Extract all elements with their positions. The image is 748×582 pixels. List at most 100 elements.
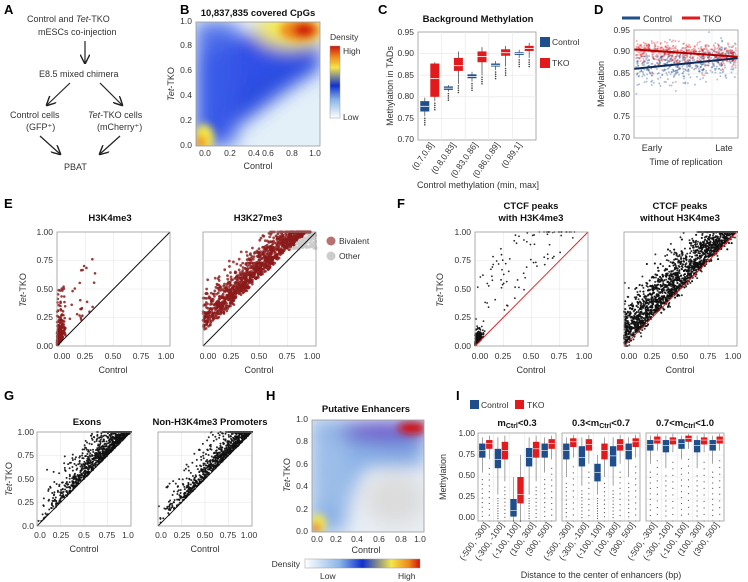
f2-point <box>627 304 630 307</box>
d-point-control <box>713 64 716 67</box>
d-point-control <box>675 72 678 75</box>
f1-point <box>560 234 563 237</box>
f2-point <box>641 275 644 278</box>
d-point-control <box>699 65 702 68</box>
d-point-tko <box>640 54 643 57</box>
f1-point <box>483 330 486 333</box>
e1-point <box>59 301 62 305</box>
d-point-control <box>678 61 681 64</box>
f1-point <box>480 325 483 328</box>
e2-point-other <box>293 246 298 250</box>
e2-point-bivalent <box>251 261 255 265</box>
f1-point <box>491 279 494 282</box>
f1-point <box>546 257 549 260</box>
d-point-control <box>676 66 679 69</box>
d-point-tko <box>666 49 669 52</box>
f2-point <box>706 258 709 261</box>
d-ytick: 0.95 <box>613 25 630 35</box>
d-point-control <box>706 72 709 75</box>
d-point-control <box>723 48 726 51</box>
f1-point <box>487 306 490 309</box>
d-point-control <box>695 75 698 78</box>
d-point-control <box>669 73 672 76</box>
e1-point <box>81 314 84 318</box>
e2-point-bivalent <box>211 313 215 316</box>
c-legend-tko-swatch <box>540 58 550 68</box>
d-point-control <box>681 59 684 62</box>
d-point-control <box>647 69 650 72</box>
d-point-control <box>635 66 638 69</box>
d-point-control <box>667 71 670 74</box>
d-point-control <box>652 72 655 75</box>
d-point-control <box>691 59 694 62</box>
d-point-control <box>672 68 675 71</box>
f2-point <box>626 295 629 298</box>
d-point-control <box>642 73 645 76</box>
d-point-control <box>711 61 714 64</box>
e2-point-bivalent <box>285 242 289 245</box>
f1-point <box>525 266 528 269</box>
f1-point <box>492 263 495 266</box>
d-point-control <box>635 73 638 76</box>
d-point-tko <box>734 53 737 56</box>
d-point-tko <box>709 48 712 51</box>
d-point-control <box>683 75 686 78</box>
d-point-control <box>702 55 705 58</box>
d-point-tko <box>734 66 737 69</box>
c-outlier <box>518 59 520 61</box>
d-point-control <box>666 56 669 59</box>
c-outlier <box>504 69 507 72</box>
e2-point-bivalent <box>227 259 231 263</box>
f1-point <box>522 272 525 275</box>
d-point-control <box>717 61 720 64</box>
d-point-control <box>640 70 643 73</box>
d-point-tko <box>690 48 693 51</box>
f2-point <box>659 302 662 305</box>
d-point-control <box>689 59 692 62</box>
f1-point <box>502 282 505 285</box>
d-point-tko <box>635 53 638 56</box>
e2-point-bivalent <box>275 248 279 251</box>
d-point-control <box>683 56 686 59</box>
d-point-control <box>648 72 651 75</box>
e1-xtick: 1.00 <box>158 351 175 361</box>
d-point-tko <box>637 50 640 53</box>
e2-point-bivalent <box>278 237 282 240</box>
d-point-control <box>701 63 704 66</box>
d-point-tko <box>657 52 660 55</box>
e2-point-bivalent <box>249 252 252 256</box>
e2-point-bivalent <box>260 263 264 267</box>
d-point-tko <box>670 47 673 50</box>
d-point-control <box>715 51 718 54</box>
d-point-control <box>718 63 721 66</box>
f1-point <box>534 261 537 264</box>
d-point-tko <box>655 53 658 56</box>
d-point-tko <box>647 47 650 50</box>
d-point-tko <box>655 58 658 61</box>
d-point-control <box>712 64 715 67</box>
f1-point <box>500 286 503 289</box>
f-title-2b: without H3K4me3 <box>639 213 720 224</box>
d-point-tko <box>690 50 693 53</box>
c-outlier <box>481 80 483 83</box>
d-point-control <box>674 69 677 72</box>
d-point-tko <box>695 67 698 70</box>
c-plot-frame <box>417 31 537 141</box>
e2-point-bivalent <box>280 240 284 244</box>
d-point-control <box>730 46 733 49</box>
e1-point <box>81 268 84 272</box>
f1-point <box>478 326 481 329</box>
d-point-control <box>697 67 700 70</box>
e2-point-bivalent <box>260 257 264 261</box>
e2-point-bivalent <box>226 277 230 281</box>
d-point-tko <box>684 60 687 63</box>
a-tko-cells: Tet-TKO cells <box>88 110 143 120</box>
d-point-control <box>655 67 658 70</box>
d-point-control <box>725 76 728 79</box>
d-point-control <box>681 72 684 75</box>
d-point-control <box>684 69 687 72</box>
f2-point <box>683 260 686 263</box>
d-point-control <box>657 77 660 80</box>
c-outlier <box>434 104 436 107</box>
c-outlier <box>518 65 520 68</box>
